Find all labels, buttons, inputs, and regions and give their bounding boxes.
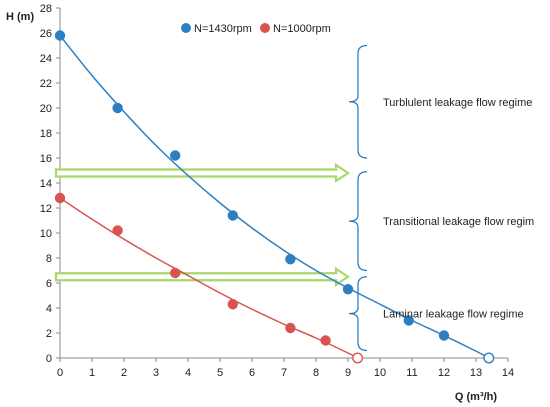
data-point-series-0 [112,102,123,114]
y-tick-label: 22 [40,78,52,90]
y-tick-label: 18 [40,128,52,140]
legend-label-n1430: N=1430rpm [194,23,252,35]
y-tick-label: 10 [40,228,52,240]
y-tick-label: 4 [46,303,52,315]
data-point-series-0 [342,284,354,295]
x-tick-label: 5 [217,367,223,379]
open-point-series-1 [352,352,364,364]
x-tick-label: 12 [438,367,450,379]
x-tick-label: 10 [374,367,386,379]
data-point-series-0 [227,210,238,221]
x-axis-title: Q (m³/h) [455,391,497,403]
y-tick-label: 20 [40,103,52,115]
y-tick-label: 0 [46,353,52,365]
x-tick-label: 8 [313,367,319,379]
y-tick-label: 16 [40,153,52,165]
x-tick-label: 0 [57,367,63,379]
y-tick-label: 8 [46,253,52,265]
x-tick-label: 4 [185,367,191,379]
data-point-series-1 [170,267,181,279]
y-tick-label: 14 [40,178,52,190]
x-tick-label: 3 [153,367,159,379]
data-point-series-1 [112,225,123,236]
data-point-series-1 [285,322,296,334]
y-tick-label: 24 [40,53,52,65]
flow-arrow [54,162,350,184]
x-tick-label: 14 [502,367,514,379]
data-points [54,30,495,364]
data-point-series-0 [438,330,450,341]
legend-marker-n1430 [181,23,191,33]
data-point-series-0 [285,254,296,265]
x-tick-label: 2 [121,367,127,379]
curve-series-0 [59,35,490,359]
legend-label-n1000: N=1000rpm [273,23,331,35]
flow-arrows [54,162,350,287]
data-point-series-1 [227,299,238,310]
data-point-series-0 [403,315,414,326]
x-tick-label: 13 [470,367,482,379]
regime-brace [348,171,368,272]
x-tick-label: 11 [406,367,417,379]
legend-marker-n1000 [260,23,270,33]
y-tick-label: 28 [40,3,52,15]
x-tick-label: 1 [89,367,95,379]
regime-brace [348,276,368,352]
x-tick-label: 9 [345,367,351,379]
data-point-series-0 [54,30,66,41]
x-tick-label: 7 [281,367,287,379]
x-axis-ticks: 0 1 2 3 4 5 6 7 8 9 10 11 12 13 14 [57,358,514,379]
y-tick-label: 6 [46,278,52,290]
y-tick-label: 26 [40,28,52,40]
regime-label: Turblulent leakage flow regime [383,97,532,109]
flow-arrow [54,266,350,287]
regime-label: Transitional leakage flow regim [383,216,534,228]
regime-annotations: Turblulent leakage flow regime Transition… [348,44,534,352]
data-point-series-0 [170,150,181,161]
x-tick-label: 6 [249,367,255,379]
y-tick-label: 2 [46,328,52,340]
regime-brace [348,44,368,159]
y-axis-title: H (m) [6,11,34,23]
data-point-series-1 [54,192,66,204]
y-tick-label: 12 [40,203,52,215]
data-point-series-1 [320,335,331,346]
open-point-series-0 [483,352,495,364]
legend: N=1430rpm N=1000rpm [181,23,331,35]
regime-label: Laminar leakage flow regime [383,309,524,321]
